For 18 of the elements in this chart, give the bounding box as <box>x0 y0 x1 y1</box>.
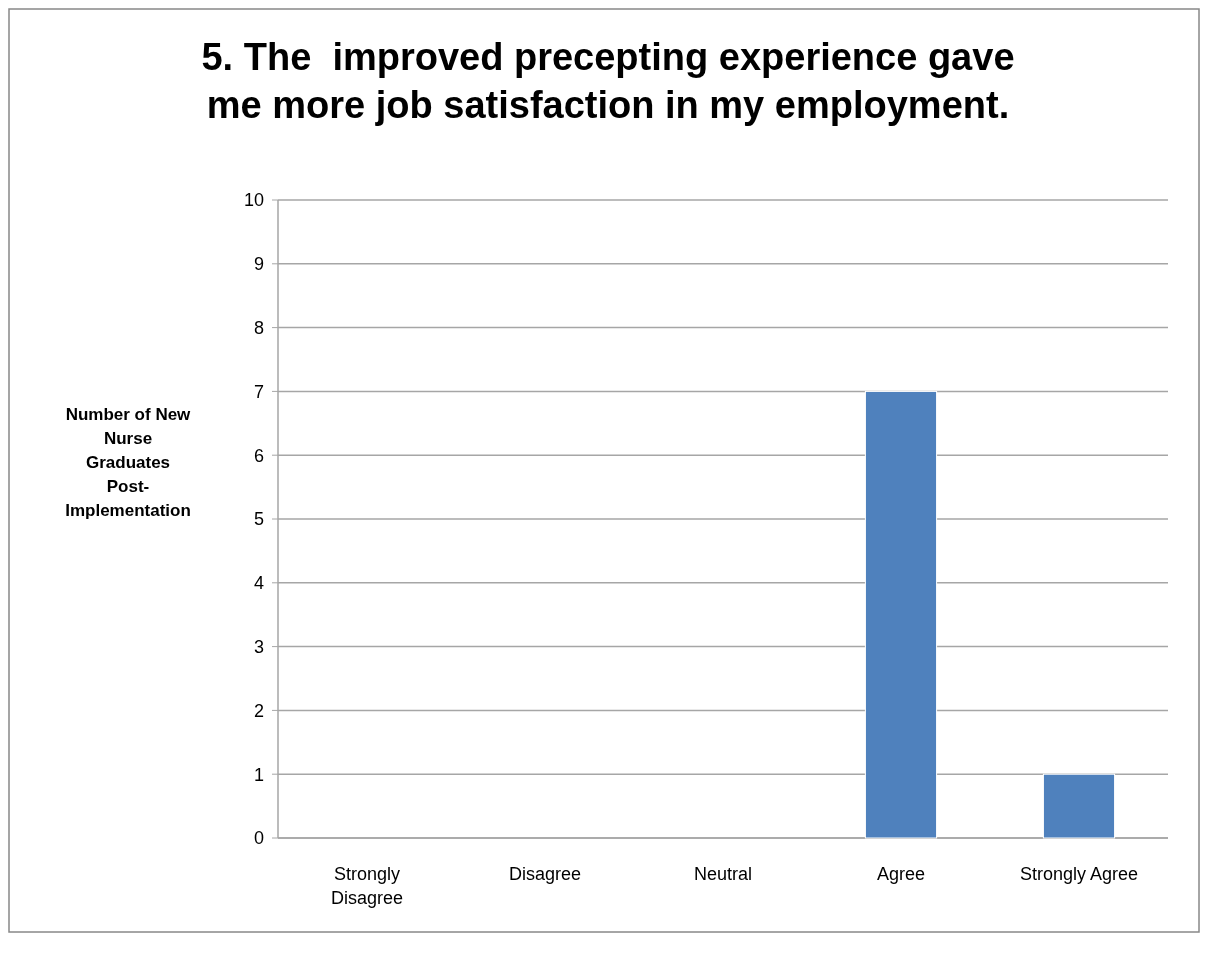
x-tick-label: Neutral <box>693 864 753 884</box>
y-tick-label: 5 <box>253 509 264 530</box>
x-tick-label: Strongly Agree <box>1019 864 1139 884</box>
y-tick-label: 2 <box>253 700 264 721</box>
x-tick-label: Agree <box>876 864 926 884</box>
y-tick-label: 4 <box>253 573 264 594</box>
y-tick-label: 7 <box>253 381 264 402</box>
y-tick-label: 1 <box>253 764 264 785</box>
y-tick-label: 0 <box>253 828 264 849</box>
y-axis-title: Number of New Nurse Graduates Post-Implementation <box>65 405 192 520</box>
x-tick-label: Disagree <box>508 864 582 884</box>
x-tick-label: Strongly Disagree <box>330 864 404 908</box>
y-tick-label: 3 <box>253 636 264 657</box>
y-tick-label: 6 <box>253 445 264 466</box>
y-tick-label: 8 <box>253 317 264 338</box>
chart-title: 5. The improved precepting experience gave me more job satisfaction in my employment. <box>201 36 1015 126</box>
y-tick-label: 9 <box>253 254 264 275</box>
y-tick-label: 10 <box>243 190 264 211</box>
